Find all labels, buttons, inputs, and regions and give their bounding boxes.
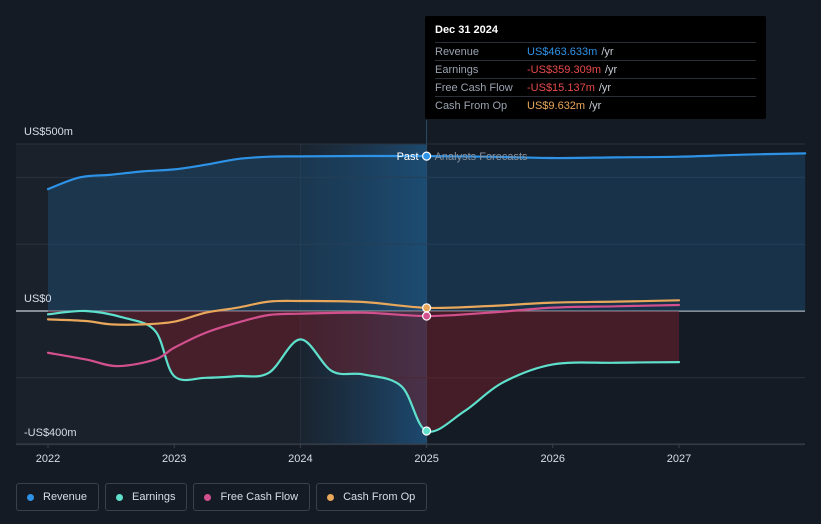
- x-tick-label-2023: 2023: [162, 453, 186, 465]
- cash-from-op-line: [46, 299, 681, 326]
- x-tick-label-2022: 2022: [36, 453, 60, 465]
- y-label-500m: US$500m: [24, 126, 73, 138]
- tooltip: Dec 31 2024 Revenue US$463.633m/yr Earning…: [425, 16, 766, 119]
- tooltip-row-label: Revenue: [435, 45, 480, 58]
- tooltip-row-unit: /yr: [589, 99, 602, 112]
- legend-dot-icon: [116, 493, 124, 501]
- legend-label: Free Cash Flow: [220, 491, 299, 503]
- forecast-label: Analysts Forecasts: [435, 151, 528, 163]
- free-cash-flow-line: [46, 303, 681, 368]
- tooltip-row-unit: /yr: [598, 81, 612, 94]
- x-tick-label-2027: 2027: [667, 453, 691, 465]
- legend-label: Cash From Op: [343, 491, 416, 503]
- cash-from-op-marker: [422, 303, 432, 313]
- tooltip-row-value: -US$359.309m: [527, 63, 601, 76]
- x-tick-label-2025: 2025: [414, 453, 438, 465]
- tooltip-row-value: US$9.632m: [527, 99, 586, 112]
- legend-dot-icon: [327, 493, 335, 501]
- x-tick-label-2026: 2026: [541, 453, 565, 465]
- legend-dot-icon: [27, 493, 34, 501]
- tooltip-row-unit: /yr: [605, 63, 618, 76]
- tooltip-row: Cash From Op US$9.632m/yr: [435, 96, 756, 114]
- tooltip-row: Free Cash Flow -US$15.137m/yr: [435, 78, 756, 96]
- legend-dot-icon: [204, 493, 212, 501]
- earnings-line: [46, 309, 681, 433]
- tooltip-row-value: US$463.633m: [527, 45, 598, 58]
- tooltip-row-value: -US$15.137m: [527, 81, 595, 94]
- legend-item-cash-from-op[interactable]: Cash From Op: [316, 483, 428, 511]
- y-label-zero: US$0: [24, 293, 52, 305]
- legend-item-free-cash-flow[interactable]: Free Cash Flow: [193, 483, 311, 511]
- tooltip-row: Earnings -US$359.309m/yr: [435, 60, 756, 78]
- legend-label: Earnings: [132, 491, 176, 503]
- revenue-line: [46, 152, 807, 191]
- tooltip-row: Revenue US$463.633m/yr: [435, 42, 756, 60]
- x-tick-label-2024: 2024: [288, 453, 312, 465]
- tooltip-row-label: Cash From Op: [435, 99, 508, 112]
- earnings-marker: [422, 426, 432, 436]
- legend-item-revenue[interactable]: Revenue: [16, 483, 100, 511]
- legend: Revenue Earnings Free Cash Flow Cash From O…: [16, 483, 428, 511]
- revenue-area: [48, 153, 806, 311]
- past-label: Past: [397, 151, 419, 163]
- tooltip-date: Dec 31 2024: [435, 24, 498, 36]
- y-label-minus-400m: -US$400m: [24, 427, 77, 439]
- tooltip-row-unit: /yr: [601, 45, 614, 58]
- legend-label: Revenue: [43, 491, 88, 503]
- tooltip-row-label: Earnings: [435, 63, 479, 76]
- legend-item-earnings[interactable]: Earnings: [105, 483, 188, 511]
- free-cash-flow-marker: [422, 311, 432, 321]
- earnings-area: [48, 310, 679, 432]
- revenue-marker: [422, 151, 432, 161]
- tooltip-row-label: Free Cash Flow: [435, 81, 513, 94]
